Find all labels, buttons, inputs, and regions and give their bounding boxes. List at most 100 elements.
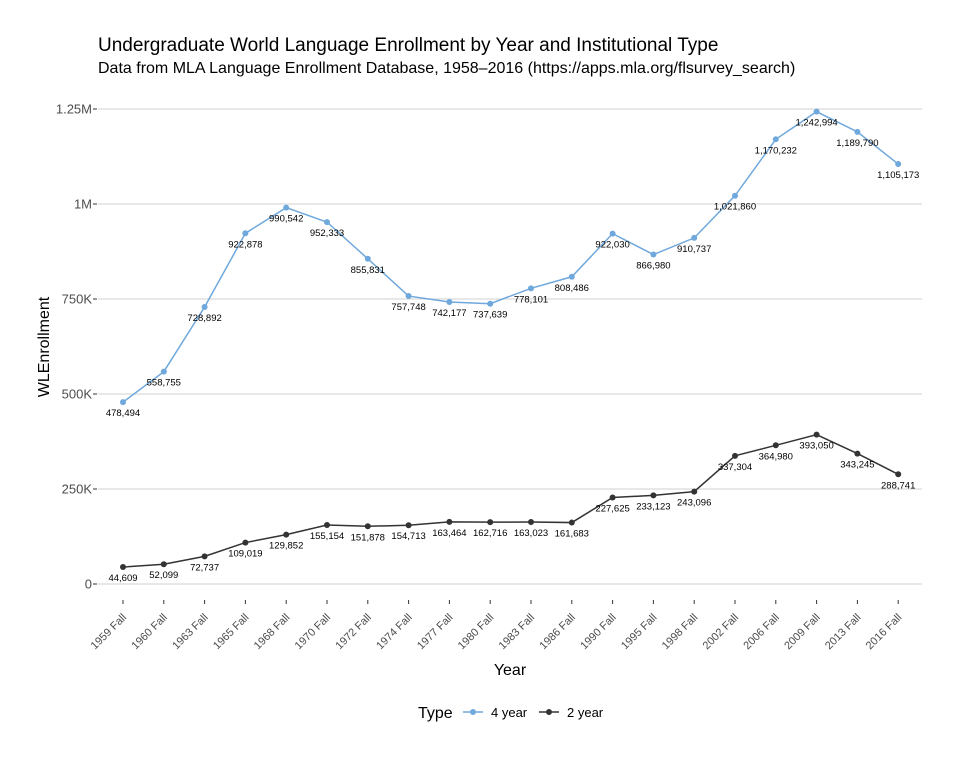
data-point [772,136,779,143]
data-label: 866,980 [636,261,670,272]
data-label: 343,245 [840,460,874,471]
y-tick-label: 250K [62,482,93,497]
data-point [242,230,249,237]
data-label: 922,878 [228,239,262,250]
x-tick-label: 1970 Fall [293,612,333,652]
y-tick-label: 1M [74,197,92,212]
data-label: 151,878 [351,532,385,543]
legend-key-point [546,709,552,715]
data-label: 1,170,232 [755,145,797,156]
x-tick-label: 1998 Fall [660,612,700,652]
data-label: 757,748 [391,302,425,313]
series-line [122,433,899,568]
y-axis-ticks: 0 250K 500K 750K 1M 1.25M [56,102,97,592]
data-point [732,452,738,459]
y-tick-label: 1.25M [56,102,92,117]
data-label: 728,892 [187,313,221,324]
x-tick-label: 1972 Fall [333,612,373,652]
x-tick-label: 1959 Fall [89,612,129,652]
legend: Type 4 year 2 year [418,705,604,722]
x-tick-label: 1974 Fall [374,612,414,652]
series-line [122,110,899,403]
x-tick-label: 1960 Fall [129,612,169,652]
data-point [487,519,494,526]
data-label: 288,741 [881,480,915,491]
data-label: 558,755 [147,378,181,389]
y-tick-label: 0 [85,577,92,592]
data-point [160,561,167,568]
data-point [568,273,575,280]
data-label: 393,050 [799,441,833,452]
data-point [650,251,657,258]
data-point [446,518,453,525]
data-point [568,519,575,526]
data-label: 52,099 [149,570,178,581]
data-point [446,298,453,305]
data-label: 952,333 [310,228,344,239]
data-label: 163,023 [514,528,548,539]
data-point [772,442,779,449]
data-label: 990,542 [269,214,303,225]
series-lines [122,110,899,568]
x-tick-label: 1995 Fall [619,612,659,652]
data-label: 337,304 [718,462,752,473]
data-point [405,293,412,300]
data-point [691,234,698,241]
data-point [691,488,698,495]
data-label: 163,464 [432,528,466,539]
data-point [120,399,126,406]
data-point [283,531,290,538]
data-point [364,523,371,530]
legend-label: 4 year [491,705,528,720]
data-label: 808,486 [555,283,589,294]
data-point [895,471,902,478]
x-tick-label: 2002 Fall [701,612,741,652]
grid-lines [98,108,922,585]
data-label: 72,737 [190,562,219,573]
data-point [405,522,412,529]
data-point [732,192,738,199]
data-label: 161,683 [555,529,589,540]
data-point [650,492,657,499]
data-point [854,128,861,135]
legend-label: 2 year [567,705,604,720]
x-tick-label: 1977 Fall [415,612,455,652]
data-point [854,450,861,457]
y-tick-label: 750K [62,292,93,307]
x-tick-label: 1963 Fall [170,612,210,652]
data-point [324,219,330,226]
x-axis-ticks: 1959 Fall 1960 Fall 1963 Fall 1965 Fall 1968… [89,600,904,652]
data-label: 154,713 [391,531,425,542]
x-tick-label: 1990 Fall [578,612,618,652]
data-label: 243,096 [677,498,711,509]
data-point [201,304,208,311]
data-label: 478,494 [106,408,140,419]
data-point [120,564,126,571]
data-point [201,553,208,560]
data-label: 233,123 [636,501,670,512]
data-point [813,431,820,438]
x-tick-label: 2013 Fall [823,612,863,652]
x-tick-label: 1965 Fall [211,612,251,652]
data-label: 1,105,173 [877,170,919,181]
data-labels: 478,494 558,755 728,892 922,878 990,542 952,3… [106,118,920,584]
chart-subtitle: Data from MLA Language Enrollment Databa… [98,60,796,77]
x-tick-label: 1983 Fall [497,612,537,652]
x-tick-label: 2006 Fall [741,612,781,652]
x-tick-label: 2016 Fall [864,612,904,652]
data-label: 922,030 [595,240,629,251]
data-point [487,300,494,307]
data-point [813,108,820,115]
data-point [609,230,616,237]
legend-key-point [470,709,476,715]
data-point [242,539,249,546]
y-tick-label: 500K [62,387,93,402]
data-point [528,519,534,526]
y-axis-title: WLEnrollment [36,296,53,397]
x-tick-label: 1980 Fall [456,612,496,652]
data-point [324,522,330,529]
data-point [283,204,290,211]
data-label: 364,980 [759,451,793,462]
data-point [160,368,167,375]
